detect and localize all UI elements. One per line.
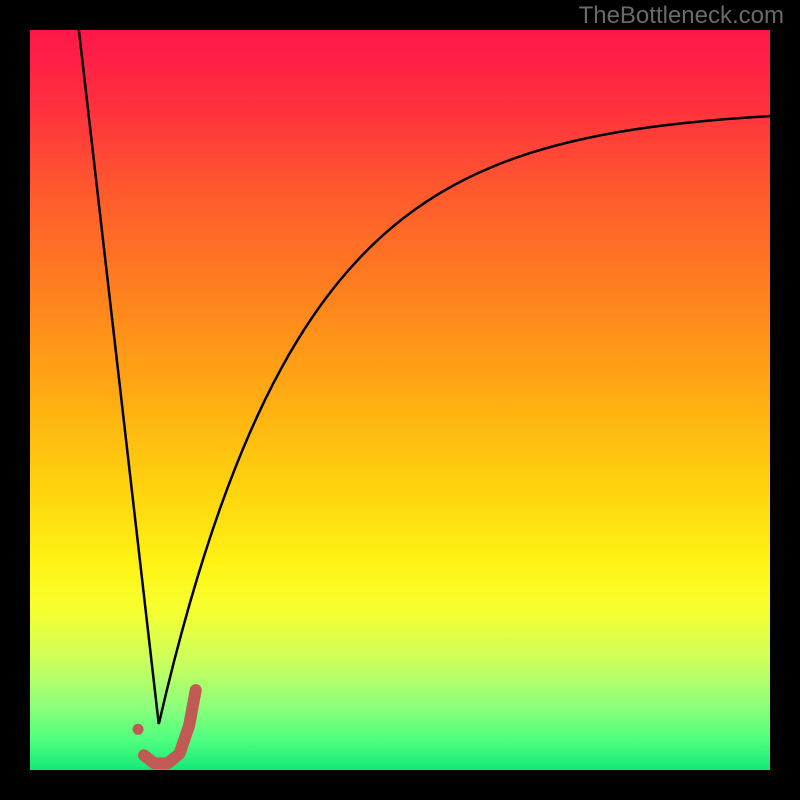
chart-container: TheBottleneck.com [0, 0, 800, 800]
watermark-text: TheBottleneck.com [579, 2, 784, 30]
chart-svg [0, 0, 800, 800]
plot-background-gradient [30, 30, 770, 770]
marker-dot [133, 724, 144, 735]
